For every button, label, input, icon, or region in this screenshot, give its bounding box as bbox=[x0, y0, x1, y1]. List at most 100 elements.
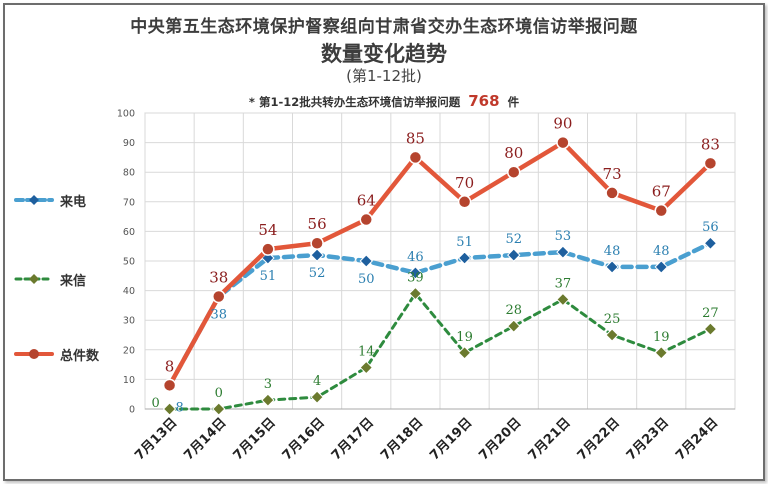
data-label-1: 28 bbox=[505, 303, 522, 318]
chart-title: 中央第五生态环境保护督察组向甘肃省交办生态环境信访举报问题 bbox=[130, 17, 638, 37]
data-point-1 bbox=[605, 328, 619, 342]
chart-annotation: * 第1-12批共转办生态环境信访举报问题 768 件 bbox=[0, 92, 768, 110]
data-point-0 bbox=[310, 248, 324, 262]
data-point-1 bbox=[654, 346, 668, 360]
data-point-0 bbox=[654, 260, 668, 274]
data-point-2 bbox=[703, 156, 718, 171]
y-tick-label: 70 bbox=[123, 197, 135, 208]
data-label-0: 46 bbox=[407, 250, 424, 265]
data-point-2 bbox=[162, 378, 177, 393]
y-tick-label: 20 bbox=[123, 345, 135, 356]
data-label-1: 4 bbox=[313, 374, 321, 389]
data-point-0 bbox=[457, 251, 472, 265]
x-tick-label: 7月23日 bbox=[624, 415, 672, 463]
series-line-0 bbox=[167, 240, 713, 388]
legend-label-total: 总件数 bbox=[60, 348, 100, 364]
legend-item-total: 总件数 bbox=[14, 344, 99, 364]
data-label-2: 8 bbox=[165, 357, 175, 375]
data-point-2 bbox=[408, 150, 423, 165]
data-point-0 bbox=[408, 266, 423, 280]
y-tick-label: 30 bbox=[123, 316, 135, 327]
data-point-1 bbox=[556, 292, 570, 307]
data-point-1 bbox=[310, 390, 324, 404]
data-label-0: 51 bbox=[456, 235, 473, 250]
annotation-total: 768 bbox=[468, 92, 500, 110]
data-point-1 bbox=[212, 402, 226, 416]
data-label-2: 67 bbox=[652, 183, 671, 201]
data-label-2: 64 bbox=[357, 192, 376, 210]
legend-label-calls: 来电 bbox=[60, 194, 87, 210]
data-point-2 bbox=[359, 212, 373, 227]
data-point-2 bbox=[507, 165, 521, 179]
data-label-0: 52 bbox=[505, 232, 522, 247]
data-point-2 bbox=[556, 135, 570, 150]
data-label-1: 19 bbox=[456, 330, 473, 345]
data-label-1: 3 bbox=[264, 377, 272, 392]
data-point-2 bbox=[261, 242, 275, 256]
x-tick-label: 7月19日 bbox=[427, 415, 475, 463]
data-point-0 bbox=[359, 254, 373, 268]
data-label-2: 70 bbox=[455, 174, 474, 192]
x-tick-label: 7月20日 bbox=[476, 415, 524, 463]
legend-swatch-total bbox=[14, 349, 54, 359]
data-point-2 bbox=[654, 203, 668, 218]
data-label-2: 90 bbox=[553, 115, 572, 133]
data-label-2: 80 bbox=[504, 144, 523, 162]
data-label-1: 14 bbox=[358, 345, 375, 360]
legend-label-letters: 来信 bbox=[60, 273, 87, 289]
x-tick-label: 7月14日 bbox=[181, 415, 229, 463]
data-point-2 bbox=[605, 186, 619, 200]
data-point-1 bbox=[261, 393, 275, 407]
data-label-0: 8 bbox=[175, 400, 183, 415]
data-label-0: 51 bbox=[260, 269, 277, 284]
data-label-0: 56 bbox=[702, 220, 719, 235]
annotation-suffix: 件 bbox=[507, 95, 520, 109]
y-tick-label: 40 bbox=[123, 286, 135, 297]
data-label-1: 27 bbox=[702, 306, 719, 321]
data-point-1 bbox=[703, 322, 718, 336]
data-label-2: 54 bbox=[258, 221, 277, 239]
data-point-1 bbox=[457, 346, 472, 360]
data-label-2: 83 bbox=[701, 135, 720, 153]
x-tick-label: 7月15日 bbox=[231, 415, 279, 463]
chart-batch-note: (第1-12批) bbox=[346, 67, 422, 85]
data-point-0 bbox=[703, 236, 718, 250]
data-point-1 bbox=[408, 286, 423, 301]
legend-swatch-calls bbox=[14, 195, 54, 205]
data-label-1: 25 bbox=[604, 312, 621, 327]
data-point-2 bbox=[212, 289, 226, 304]
data-label-0: 50 bbox=[358, 272, 375, 287]
data-point-2 bbox=[457, 195, 472, 209]
data-label-0: 38 bbox=[210, 308, 227, 323]
x-tick-label: 7月24日 bbox=[673, 415, 721, 463]
data-label-2: 73 bbox=[603, 165, 622, 183]
x-tick-label: 7月22日 bbox=[575, 415, 623, 463]
data-point-1 bbox=[162, 402, 177, 416]
y-tick-label: 90 bbox=[123, 138, 135, 149]
y-tick-label: 50 bbox=[123, 257, 135, 268]
data-point-2 bbox=[310, 236, 324, 250]
x-tick-label: 7月16日 bbox=[280, 415, 328, 463]
data-point-1 bbox=[359, 360, 373, 375]
legend-swatch-letters bbox=[14, 274, 54, 284]
x-tick-label: 7月13日 bbox=[132, 415, 180, 463]
legend-item-calls: 来电 bbox=[14, 190, 86, 210]
x-tick-label: 7月21日 bbox=[526, 415, 574, 463]
series-line-2 bbox=[167, 140, 713, 388]
data-label-1: 19 bbox=[653, 330, 670, 345]
data-label-1: 39 bbox=[407, 271, 424, 286]
data-point-0 bbox=[605, 260, 619, 274]
data-point-1 bbox=[507, 319, 521, 333]
data-label-0: 48 bbox=[604, 244, 621, 259]
y-tick-label: 100 bbox=[117, 109, 135, 120]
data-label-2: 38 bbox=[209, 269, 228, 287]
y-tick-label: 60 bbox=[123, 227, 135, 238]
data-label-0: 52 bbox=[309, 266, 326, 281]
y-tick-label: 0 bbox=[129, 405, 135, 416]
legend-item-letters: 来信 bbox=[14, 269, 86, 289]
data-label-0: 48 bbox=[653, 244, 670, 259]
data-point-0 bbox=[507, 248, 521, 262]
x-tick-label: 7月17日 bbox=[329, 415, 377, 463]
data-label-2: 85 bbox=[406, 129, 425, 147]
